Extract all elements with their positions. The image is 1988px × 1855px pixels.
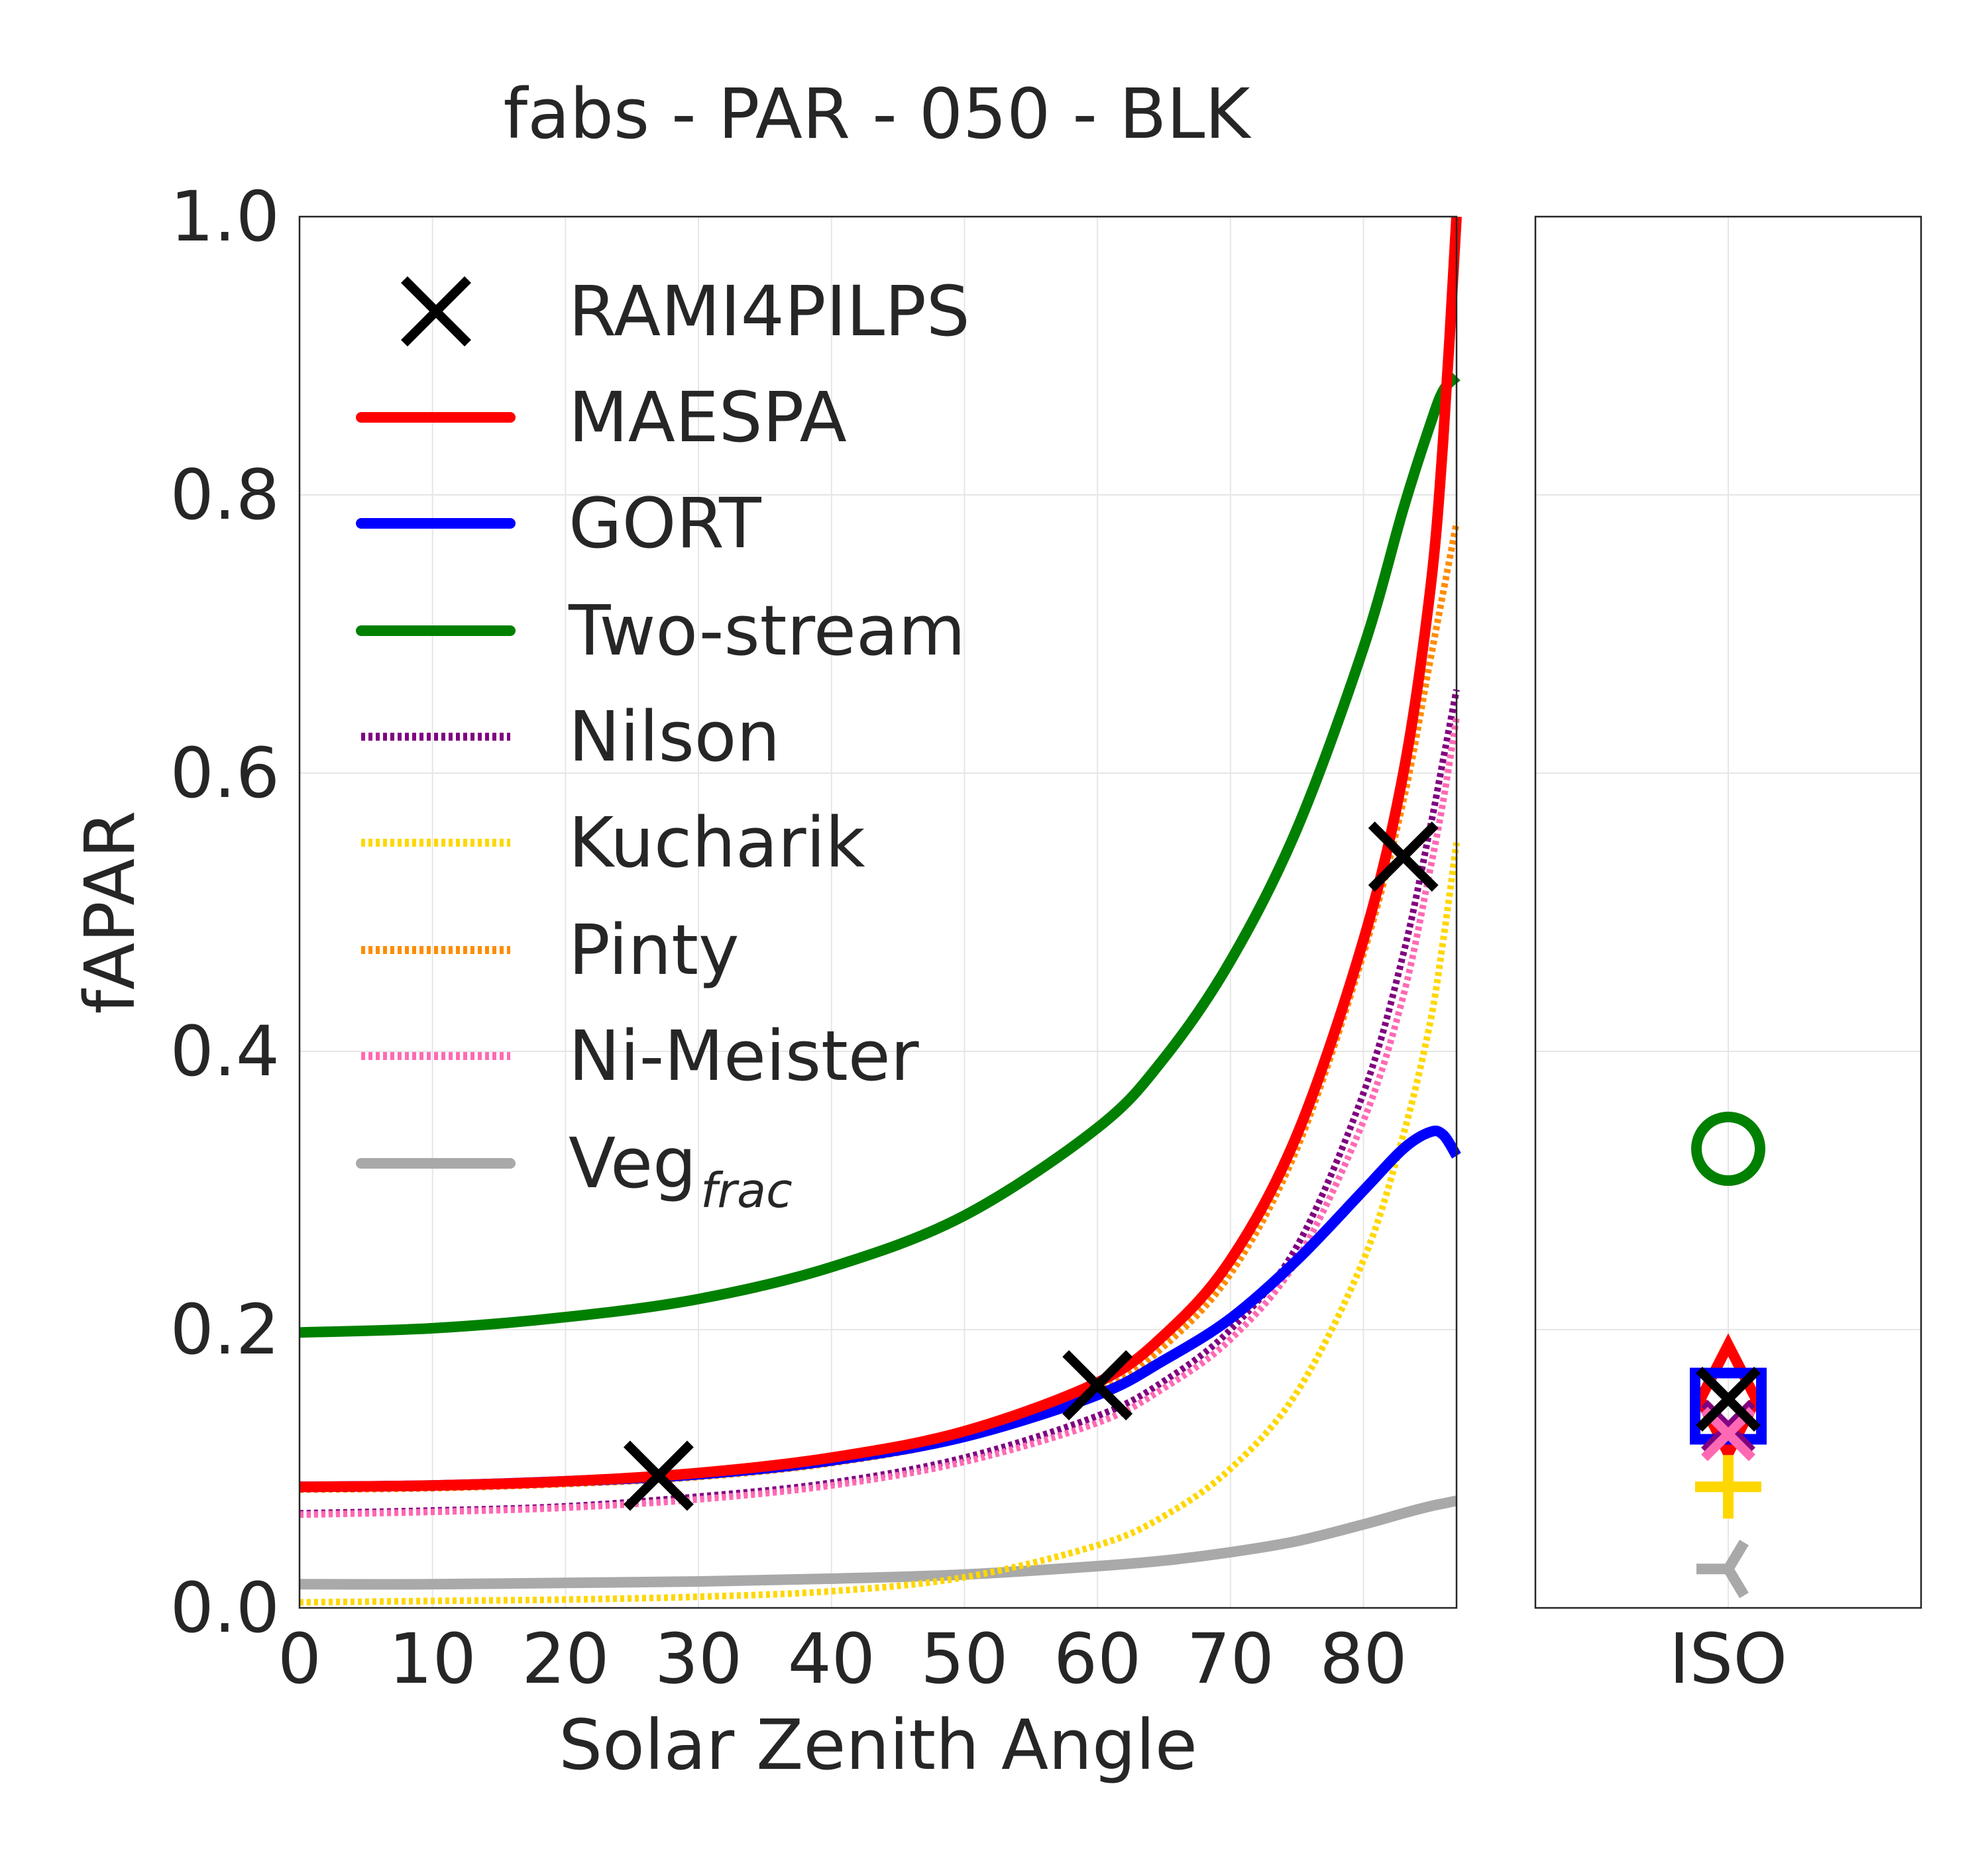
legend-label: Vegfrac bbox=[569, 1123, 793, 1218]
main-grid bbox=[299, 216, 1457, 1609]
y-tick-label: 0.4 bbox=[170, 1011, 280, 1092]
series-line-gort bbox=[299, 1126, 1461, 1493]
x-tick-label: 0 bbox=[278, 1618, 321, 1699]
y-tick-labels: 0.0 0.2 0.4 0.6 0.8 1.0 bbox=[170, 176, 280, 1648]
rami-markers bbox=[623, 822, 1439, 1511]
y-tick-label: 0.0 bbox=[170, 1567, 280, 1648]
legend-item-gort: GORT bbox=[356, 483, 761, 564]
legend-item-vegfrac: Vegfrac bbox=[356, 1123, 793, 1218]
legend-item-maespa: MAESPA bbox=[356, 377, 847, 458]
rami-point bbox=[1062, 1350, 1133, 1420]
x-tick-labels: 0 10 20 30 40 50 60 70 80 bbox=[278, 1618, 1408, 1699]
rami-point bbox=[1368, 822, 1439, 892]
legend-marker bbox=[401, 276, 471, 346]
iso-point-rami4pilps bbox=[1696, 1367, 1761, 1432]
legend-label: MAESPA bbox=[569, 377, 847, 458]
rami-point bbox=[623, 1440, 694, 1511]
iso-point-two-stream bbox=[1691, 1112, 1765, 1186]
main-plot-frame bbox=[298, 215, 1458, 1609]
series-line-maespa bbox=[299, 216, 1462, 1493]
series-line-kucharik bbox=[299, 842, 1460, 1606]
legend-item-nilson: Nilson bbox=[361, 696, 780, 777]
legend-item-ni-meister: Ni-Meister bbox=[361, 1016, 919, 1096]
chart-title: fabs - PAR - 050 - BLK bbox=[504, 74, 1252, 154]
legend-item-kucharik: Kucharik bbox=[361, 802, 865, 883]
x-tick-label: 40 bbox=[788, 1618, 875, 1699]
iso-plot-frame bbox=[1534, 215, 1922, 1609]
series-line-two-stream bbox=[299, 372, 1461, 1338]
x-tick-label: 50 bbox=[920, 1618, 1008, 1699]
iso-markers bbox=[1690, 1112, 1767, 1599]
series-line-ni-meister bbox=[299, 717, 1460, 1518]
legend-label: Ni-Meister bbox=[569, 1016, 919, 1096]
legend: RAMI4PILPS MAESPA GORT Two-stream Nilson Kuch… bbox=[356, 271, 970, 1218]
x-tick-label: 60 bbox=[1054, 1618, 1141, 1699]
legend-label: Nilson bbox=[569, 696, 780, 777]
main-series-lines bbox=[299, 216, 1462, 1606]
legend-item-two-stream: Two-stream bbox=[356, 590, 966, 671]
x-tick-label: 10 bbox=[389, 1618, 476, 1699]
iso-point-kucharik bbox=[1695, 1455, 1761, 1519]
x-tick-label: 20 bbox=[522, 1618, 609, 1699]
y-tick-label: 0.6 bbox=[170, 733, 280, 814]
y-axis-label: fAPAR bbox=[70, 810, 150, 1014]
series-line-vegfrac bbox=[299, 1495, 1458, 1590]
legend-label: Two-stream bbox=[568, 590, 966, 671]
x-tick-label: 80 bbox=[1319, 1618, 1407, 1699]
x-tick-label: 30 bbox=[655, 1618, 742, 1699]
x-axis-label: Solar Zenith Angle bbox=[559, 1705, 1197, 1785]
legend-item-rami4pilps: RAMI4PILPS bbox=[401, 271, 970, 352]
x-tick-label: 70 bbox=[1187, 1618, 1274, 1699]
legend-label: GORT bbox=[569, 483, 761, 564]
legend-label: Pinty bbox=[569, 910, 740, 990]
y-tick-label: 0.8 bbox=[170, 454, 280, 535]
legend-label: Kucharik bbox=[569, 802, 865, 883]
series-line-nilson bbox=[299, 689, 1460, 1517]
legend-item-pinty: Pinty bbox=[361, 910, 740, 990]
legend-label: RAMI4PILPS bbox=[569, 271, 970, 352]
iso-point-vegfrac bbox=[1696, 1540, 1749, 1599]
y-tick-label: 1.0 bbox=[170, 176, 280, 257]
y-tick-label: 0.2 bbox=[170, 1289, 280, 1370]
iso-tick-label: ISO bbox=[1669, 1618, 1788, 1699]
